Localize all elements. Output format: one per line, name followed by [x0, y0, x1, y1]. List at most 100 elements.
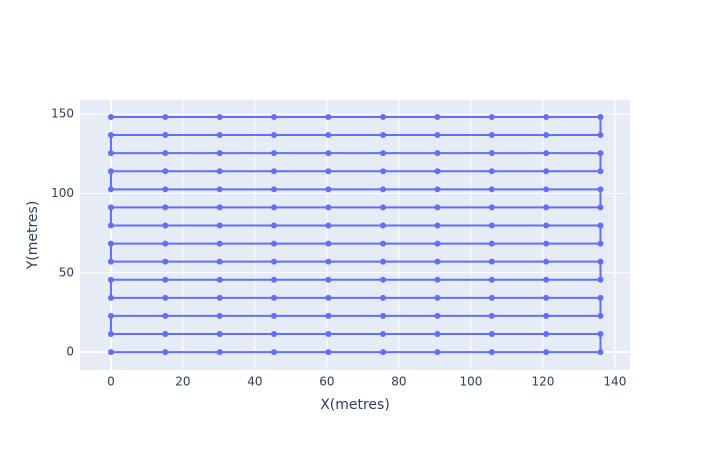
marker: [434, 113, 441, 120]
marker: [597, 150, 604, 157]
marker: [434, 330, 441, 337]
marker: [325, 258, 332, 265]
x-tick-label: 120: [531, 375, 554, 389]
marker: [162, 258, 169, 265]
marker: [380, 240, 387, 247]
marker: [162, 312, 169, 319]
marker: [380, 150, 387, 157]
marker: [162, 294, 169, 301]
marker: [434, 222, 441, 229]
marker: [597, 240, 604, 247]
y-tick-label: 150: [51, 107, 74, 121]
marker: [543, 276, 550, 283]
marker: [434, 168, 441, 175]
marker: [271, 349, 278, 356]
marker: [380, 276, 387, 283]
y-axis-title: Y(metres): [25, 201, 41, 271]
marker: [543, 204, 550, 211]
marker: [488, 294, 495, 301]
marker: [271, 276, 278, 283]
marker: [216, 150, 223, 157]
marker: [325, 240, 332, 247]
marker: [271, 132, 278, 139]
marker: [543, 222, 550, 229]
marker: [271, 294, 278, 301]
marker: [543, 349, 550, 356]
marker: [325, 113, 332, 120]
x-tick-label: 20: [175, 375, 190, 389]
data: [107, 113, 604, 356]
marker: [380, 330, 387, 337]
marker: [271, 312, 278, 319]
x-tick-label: 80: [391, 375, 406, 389]
marker: [543, 132, 550, 139]
marker: [434, 258, 441, 265]
marker: [271, 222, 278, 229]
marker: [380, 168, 387, 175]
marker: [162, 349, 169, 356]
marker: [107, 113, 114, 120]
marker: [107, 258, 114, 265]
marker: [325, 150, 332, 157]
marker: [488, 258, 495, 265]
marker: [543, 186, 550, 193]
x-axis-title: X(metres): [320, 397, 390, 413]
plot-area: [80, 100, 630, 370]
y-tick-label: 50: [59, 265, 74, 279]
marker: [543, 240, 550, 247]
marker: [434, 349, 441, 356]
marker: [488, 312, 495, 319]
marker: [162, 113, 169, 120]
marker: [162, 186, 169, 193]
marker: [162, 222, 169, 229]
marker: [434, 186, 441, 193]
marker: [597, 349, 604, 356]
marker: [597, 222, 604, 229]
marker: [434, 240, 441, 247]
marker: [597, 113, 604, 120]
marker: [325, 222, 332, 229]
marker: [216, 258, 223, 265]
marker: [271, 204, 278, 211]
marker: [488, 132, 495, 139]
marker: [216, 349, 223, 356]
marker: [325, 312, 332, 319]
marker: [488, 204, 495, 211]
marker: [107, 204, 114, 211]
marker: [380, 186, 387, 193]
marker: [597, 258, 604, 265]
marker: [543, 294, 550, 301]
marker: [380, 349, 387, 356]
marker: [380, 113, 387, 120]
marker: [380, 222, 387, 229]
marker: [271, 168, 278, 175]
marker: [271, 330, 278, 337]
marker: [380, 132, 387, 139]
marker: [543, 330, 550, 337]
marker: [488, 276, 495, 283]
marker: [543, 150, 550, 157]
marker: [216, 276, 223, 283]
marker: [380, 204, 387, 211]
marker: [107, 349, 114, 356]
marker: [597, 312, 604, 319]
marker: [107, 168, 114, 175]
marker: [488, 150, 495, 157]
marker: [162, 240, 169, 247]
x-tick-label: 0: [107, 375, 115, 389]
marker: [271, 186, 278, 193]
marker: [434, 312, 441, 319]
marker: [162, 150, 169, 157]
marker: [107, 150, 114, 157]
marker: [216, 168, 223, 175]
marker: [325, 330, 332, 337]
marker: [488, 168, 495, 175]
marker: [107, 276, 114, 283]
marker: [162, 204, 169, 211]
marker: [162, 168, 169, 175]
marker: [107, 186, 114, 193]
marker: [488, 240, 495, 247]
marker: [597, 294, 604, 301]
y-tick-label: 0: [66, 345, 74, 359]
